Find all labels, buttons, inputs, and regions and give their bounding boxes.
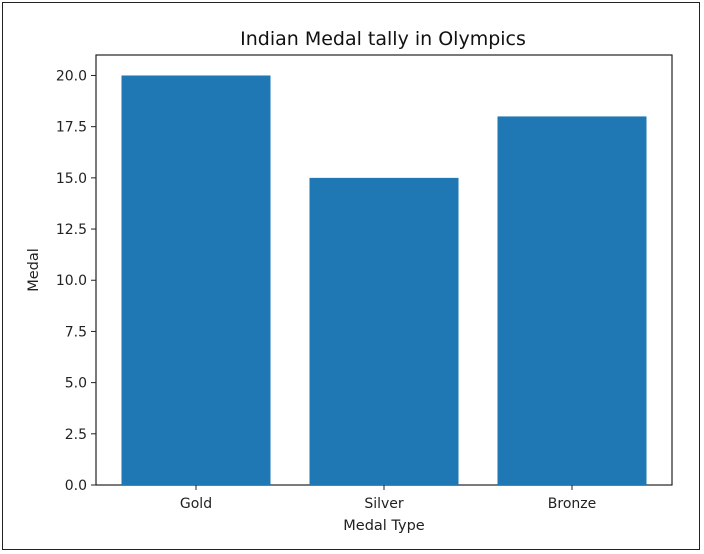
x-tick-label-silver: Silver: [364, 496, 404, 512]
y-tick-label: 17.5: [56, 120, 87, 136]
y-tick-label: 5.0: [65, 376, 87, 392]
y-tick-label: 2.5: [65, 427, 87, 443]
bar-gold: [121, 75, 271, 485]
y-tick-label: 20.0: [56, 68, 87, 84]
y-axis-label: Medal: [26, 248, 42, 292]
chart-title: Indian Medal tally in Olympics: [240, 28, 526, 50]
x-axis-label: Medal Type: [343, 518, 425, 534]
bar-bronze: [497, 116, 647, 485]
x-axis: Gold Silver Bronze: [180, 485, 596, 512]
y-tick-label: 15.0: [56, 171, 87, 187]
y-tick-label: 12.5: [56, 222, 87, 238]
bars-group: [121, 75, 647, 485]
x-tick-label-bronze: Bronze: [548, 496, 596, 512]
y-tick-label: 10.0: [56, 273, 87, 289]
y-tick-label: 7.5: [65, 324, 87, 340]
bar-silver: [309, 177, 459, 485]
y-axis: 0.0 2.5 5.0 7.5 10.0 12.5 15.0 17.5 20.0: [56, 68, 96, 494]
y-tick-label: 0.0: [65, 478, 87, 494]
x-tick-label-gold: Gold: [180, 496, 212, 512]
